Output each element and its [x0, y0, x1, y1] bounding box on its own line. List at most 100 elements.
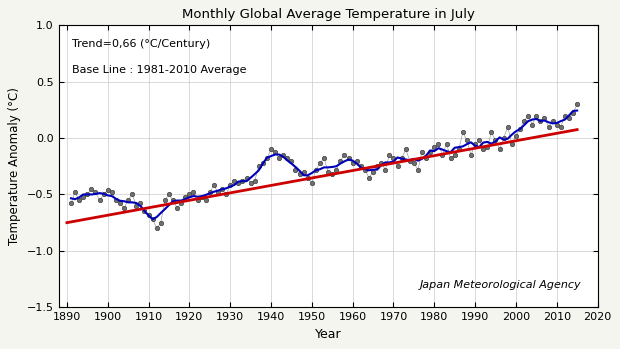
Point	[237, 178, 247, 184]
Point	[441, 141, 451, 147]
Point	[172, 205, 182, 211]
Point	[311, 167, 321, 172]
Point	[319, 156, 329, 161]
Point	[82, 192, 92, 197]
Point	[421, 156, 431, 161]
Point	[474, 138, 484, 143]
Point	[482, 144, 492, 150]
Point	[258, 160, 268, 166]
Title: Monthly Global Average Temperature in July: Monthly Global Average Temperature in Ju…	[182, 8, 474, 21]
Point	[160, 197, 170, 203]
Point	[127, 192, 137, 197]
Point	[466, 152, 476, 158]
Point	[135, 201, 145, 206]
Point	[405, 158, 415, 163]
Point	[221, 192, 231, 197]
Point	[229, 178, 239, 184]
Point	[397, 156, 407, 161]
Point	[99, 192, 108, 197]
Point	[131, 203, 141, 209]
Point	[495, 147, 505, 152]
Point	[389, 156, 399, 161]
Point	[531, 113, 541, 118]
Point	[368, 169, 378, 175]
Point	[343, 156, 353, 161]
Point	[209, 183, 219, 188]
Point	[286, 158, 296, 163]
Point	[523, 113, 533, 118]
Point	[274, 156, 284, 161]
Point	[417, 149, 427, 154]
Point	[233, 180, 243, 186]
Point	[376, 160, 386, 166]
Point	[335, 158, 345, 163]
Point	[380, 167, 390, 172]
Point	[458, 129, 468, 135]
Text: Japan Meteorological Agency: Japan Meteorological Agency	[420, 280, 582, 290]
Point	[340, 152, 350, 158]
Point	[552, 122, 562, 127]
Point	[392, 163, 402, 169]
Point	[348, 160, 358, 166]
Point	[454, 147, 464, 152]
Point	[536, 118, 546, 124]
Point	[539, 115, 549, 120]
Point	[511, 133, 521, 139]
Point	[315, 160, 325, 166]
Point	[515, 126, 525, 132]
Point	[462, 138, 472, 143]
Point	[352, 158, 361, 163]
Point	[270, 149, 280, 154]
Point	[74, 197, 84, 203]
Point	[323, 169, 333, 175]
Point	[568, 111, 578, 116]
Point	[527, 122, 537, 127]
Point	[184, 192, 194, 197]
Point	[303, 175, 312, 180]
Point	[519, 118, 529, 124]
Point	[119, 205, 129, 211]
Point	[246, 180, 255, 186]
Point	[266, 147, 276, 152]
Point	[401, 147, 410, 152]
Point	[225, 183, 235, 188]
Point	[470, 141, 480, 147]
Text: Trend=0,66 (°C/Century): Trend=0,66 (°C/Century)	[72, 39, 210, 49]
Point	[250, 178, 260, 184]
Point	[364, 175, 374, 180]
Point	[331, 167, 341, 172]
Point	[262, 156, 272, 161]
Point	[70, 190, 80, 195]
Point	[560, 113, 570, 118]
Point	[507, 141, 517, 147]
Y-axis label: Temperature Anomaly (°C): Temperature Anomaly (°C)	[8, 87, 21, 245]
Point	[66, 201, 76, 206]
Point	[140, 209, 149, 214]
Point	[490, 138, 500, 143]
Point	[356, 163, 366, 169]
Point	[413, 167, 423, 172]
Point	[180, 194, 190, 200]
Point	[433, 141, 443, 147]
Point	[168, 197, 178, 203]
Point	[446, 156, 456, 161]
Point	[429, 144, 439, 150]
Point	[111, 197, 121, 203]
Point	[197, 194, 206, 200]
Point	[278, 152, 288, 158]
Point	[450, 152, 459, 158]
Point	[372, 163, 382, 169]
Point	[164, 192, 174, 197]
Point	[242, 175, 252, 180]
Point	[384, 152, 394, 158]
Point	[201, 197, 211, 203]
Point	[107, 190, 117, 195]
Point	[123, 197, 133, 203]
Point	[547, 118, 557, 124]
Point	[503, 124, 513, 129]
X-axis label: Year: Year	[315, 328, 342, 341]
Point	[544, 124, 554, 129]
Point	[478, 147, 488, 152]
Point	[148, 216, 157, 222]
Point	[254, 163, 264, 169]
